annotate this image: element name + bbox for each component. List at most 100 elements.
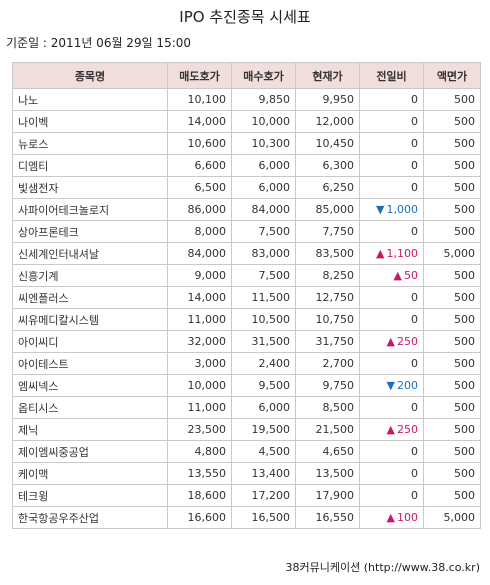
table-row: 신흥기계 9,000 7,500 8,250 ▲ 50 500 [12,264,481,287]
change-cell: ▼ 200 [359,374,424,397]
bid-price-cell: 19,500 [231,418,296,441]
current-price-cell: 12,000 [295,110,360,133]
up-arrow-icon: ▲ [386,511,395,524]
ask-price-cell: 6,600 [167,154,232,177]
table-row: 엠씨넥스 10,000 9,500 9,750 ▼ 200 500 [12,374,481,397]
ask-price-cell: 6,500 [167,176,232,199]
table-header-row: 종목명 매도호가 매수호가 현재가 전일비 액면가 [12,62,481,89]
par-value-cell: 500 [423,88,481,111]
current-price-cell: 16,550 [295,506,360,529]
change-cell: ▲ 250 [359,418,424,441]
current-price-cell: 85,000 [295,198,360,221]
change-cell: 0 [359,154,424,177]
column-header-bid: 매수호가 [231,62,296,89]
table-row: 나노 10,100 9,850 9,950 0 500 [12,88,481,111]
page-title: IPO 추진종목 시세표 [179,8,311,26]
bid-price-cell: 9,500 [231,374,296,397]
par-value-cell: 500 [423,220,481,243]
ask-price-cell: 8,000 [167,220,232,243]
change-cell: 0 [359,176,424,199]
change-cell: 0 [359,88,424,111]
change-cell: 0 [359,286,424,309]
bid-price-cell: 11,500 [231,286,296,309]
current-price-cell: 83,500 [295,242,360,265]
current-price-cell: 8,500 [295,396,360,419]
table-row: 상아프론테크 8,000 7,500 7,750 0 500 [12,220,481,243]
par-value-cell: 500 [423,308,481,331]
bid-price-cell: 6,000 [231,154,296,177]
change-value: 250 [397,335,418,348]
column-header-par: 액면가 [423,62,481,89]
par-value-cell: 5,000 [423,506,481,529]
column-header-ask: 매도호가 [167,62,232,89]
up-arrow-icon: ▲ [393,269,402,282]
par-value-cell: 500 [423,132,481,155]
bid-price-cell: 6,000 [231,176,296,199]
down-arrow-icon: ▼ [376,203,385,216]
bid-price-cell: 9,850 [231,88,296,111]
table-row: 사파이어테크놀로지 86,000 84,000 85,000 ▼ 1,000 500 [12,198,481,221]
par-value-cell: 500 [423,110,481,133]
table-row: 케이맥 13,550 13,400 13,500 0 500 [12,462,481,485]
par-value-cell: 500 [423,462,481,485]
par-value-cell: 500 [423,418,481,441]
ask-price-cell: 18,600 [167,484,232,507]
current-price-cell: 4,650 [295,440,360,463]
table-row: 테크윙 18,600 17,200 17,900 0 500 [12,484,481,507]
stock-name-cell: 디엠티 [12,154,168,177]
change-value: 250 [397,423,418,436]
current-price-cell: 10,450 [295,132,360,155]
bid-price-cell: 13,400 [231,462,296,485]
bid-price-cell: 10,500 [231,308,296,331]
stock-name-cell: 신흥기계 [12,264,168,287]
ask-price-cell: 14,000 [167,286,232,309]
stock-name-cell: 옵티시스 [12,396,168,419]
ask-price-cell: 14,000 [167,110,232,133]
stock-name-cell: 케이맥 [12,462,168,485]
column-header-name: 종목명 [12,62,168,89]
change-value: 200 [397,379,418,392]
stock-name-cell: 한국항공우주산업 [12,506,168,529]
current-price-cell: 31,750 [295,330,360,353]
ask-price-cell: 4,800 [167,440,232,463]
change-cell: 0 [359,440,424,463]
stock-name-cell: 아이씨디 [12,330,168,353]
down-arrow-icon: ▼ [386,379,395,392]
change-value: 100 [397,511,418,524]
current-price-cell: 10,750 [295,308,360,331]
ask-price-cell: 13,550 [167,462,232,485]
ask-price-cell: 23,500 [167,418,232,441]
stock-name-cell: 신세계인터내셔날 [12,242,168,265]
ask-price-cell: 3,000 [167,352,232,375]
current-price-cell: 6,300 [295,154,360,177]
table-row: 아이씨디 32,000 31,500 31,750 ▲ 250 500 [12,330,481,353]
par-value-cell: 500 [423,484,481,507]
stock-name-cell: 아이테스트 [12,352,168,375]
table-row: 옵티시스 11,000 6,000 8,500 0 500 [12,396,481,419]
bid-price-cell: 83,000 [231,242,296,265]
stock-name-cell: 나이벡 [12,110,168,133]
change-value: 50 [404,269,418,282]
table-row: 빛샘전자 6,500 6,000 6,250 0 500 [12,176,481,199]
par-value-cell: 500 [423,286,481,309]
stock-name-cell: 씨엔플러스 [12,286,168,309]
current-price-cell: 12,750 [295,286,360,309]
table-row: 아이테스트 3,000 2,400 2,700 0 500 [12,352,481,375]
table-row: 한국항공우주산업 16,600 16,500 16,550 ▲ 100 5,000 [12,506,481,529]
par-value-cell: 500 [423,198,481,221]
table-row: 디엠티 6,600 6,000 6,300 0 500 [12,154,481,177]
table-row: 씨유메디칼시스템 11,000 10,500 10,750 0 500 [12,308,481,331]
stock-name-cell: 빛샘전자 [12,176,168,199]
table-row: 제이엠씨중공업 4,800 4,500 4,650 0 500 [12,440,481,463]
table-row: 신세계인터내셔날 84,000 83,000 83,500 ▲ 1,100 5,000 [12,242,481,265]
stock-name-cell: 엠씨넥스 [12,374,168,397]
current-price-cell: 8,250 [295,264,360,287]
table-body: 나노 10,100 9,850 9,950 0 500 나이벡 14,000 10,000 12,… [12,88,481,529]
bid-price-cell: 10,300 [231,132,296,155]
ask-price-cell: 11,000 [167,396,232,419]
bid-price-cell: 4,500 [231,440,296,463]
ask-price-cell: 10,000 [167,374,232,397]
stock-name-cell: 뉴로스 [12,132,168,155]
bid-price-cell: 17,200 [231,484,296,507]
change-value: 1,000 [386,203,419,216]
